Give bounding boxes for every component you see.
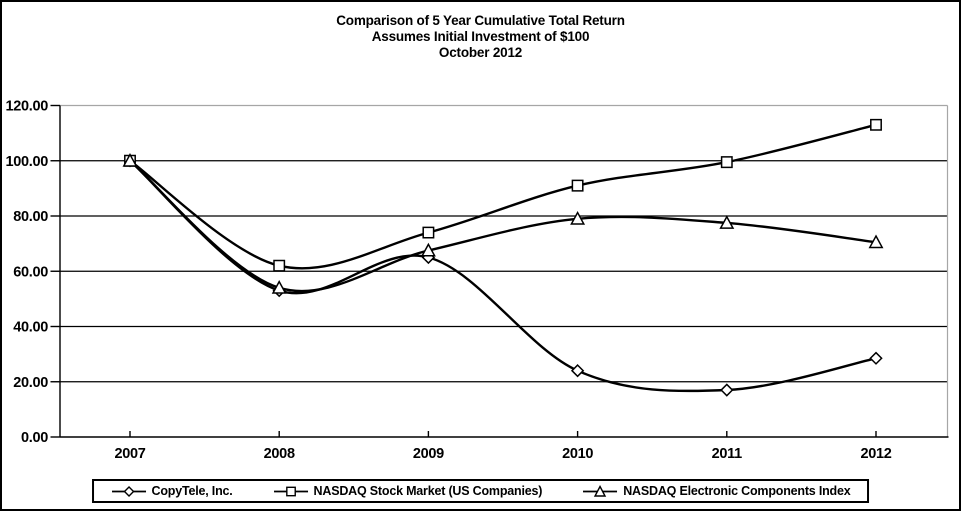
square-data-marker bbox=[720, 156, 733, 169]
legend-label-nasdaq-stock: NASDAQ Stock Market (US Companies) bbox=[313, 484, 543, 498]
square-marker-icon bbox=[273, 486, 308, 496]
series-line-diamond bbox=[129, 159, 877, 393]
legend-label-copytele: CopyTele, Inc. bbox=[151, 484, 233, 498]
diamond-data-marker bbox=[869, 351, 883, 365]
legend-item-nasdaq-stock: NASDAQ Stock Market (US Companies) bbox=[273, 484, 543, 498]
diamond-data-marker bbox=[570, 364, 585, 378]
triangle-data-marker bbox=[271, 280, 287, 294]
diamond-marker-icon bbox=[111, 485, 146, 497]
y-axis-label: 120.00 bbox=[5, 99, 48, 115]
x-axis-label: 2010 bbox=[562, 446, 593, 462]
title-line-2: Assumes Initial Investment of $100 bbox=[371, 29, 590, 44]
legend-item-nasdaq-electronics: NASDAQ Electronic Components Index bbox=[582, 484, 851, 498]
legend-item-copytele: CopyTele, Inc. bbox=[111, 484, 233, 498]
square-data-marker bbox=[870, 118, 882, 131]
square-data-marker bbox=[571, 179, 584, 192]
title-line-1: Comparison of 5 Year Cumulative Total Re… bbox=[336, 13, 625, 28]
y-axis-label: 60.00 bbox=[13, 264, 48, 280]
triangle-data-marker bbox=[570, 210, 586, 225]
legend-label-nasdaq-electronics: NASDAQ Electronic Components Index bbox=[623, 484, 851, 498]
y-axis-label: 80.00 bbox=[13, 209, 48, 225]
x-axis-label: 2008 bbox=[264, 446, 295, 462]
diamond-data-marker bbox=[720, 383, 734, 397]
y-axis-label: 0.00 bbox=[21, 430, 48, 446]
triangle-data-marker bbox=[868, 234, 884, 249]
x-axis-label: 2007 bbox=[114, 446, 145, 462]
chart-title: Comparison of 5 Year Cumulative Total Re… bbox=[2, 13, 959, 61]
triangle-data-marker bbox=[719, 215, 735, 229]
square-data-marker bbox=[273, 259, 286, 272]
triangle-data-marker bbox=[420, 242, 436, 257]
x-axis-label: 2011 bbox=[712, 446, 742, 462]
triangle-marker-icon bbox=[583, 484, 618, 497]
square-data-marker bbox=[422, 226, 435, 239]
y-axis-label: 40.00 bbox=[13, 320, 48, 336]
triangle-data-marker bbox=[122, 152, 138, 167]
chart-legend: CopyTele, Inc. NASDAQ Stock Market (US C… bbox=[91, 479, 870, 503]
x-axis-label: 2012 bbox=[860, 446, 891, 462]
x-axis-label: 2009 bbox=[413, 446, 444, 462]
title-line-3: October 2012 bbox=[438, 45, 523, 60]
y-axis-label: 100.00 bbox=[5, 154, 48, 170]
y-axis-label: 20.00 bbox=[13, 375, 48, 391]
series-line-square bbox=[129, 123, 877, 270]
series-line-triangle bbox=[129, 159, 877, 293]
